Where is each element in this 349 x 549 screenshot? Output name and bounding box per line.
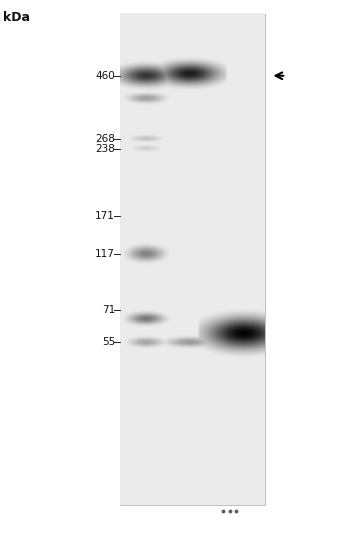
Text: kDa: kDa xyxy=(3,11,30,24)
Text: 268: 268 xyxy=(95,134,115,144)
Text: 460: 460 xyxy=(95,71,115,81)
Text: 117: 117 xyxy=(95,249,115,259)
Bar xyxy=(120,14,265,505)
Text: 55: 55 xyxy=(102,337,115,347)
Text: 238: 238 xyxy=(95,144,115,154)
Text: 71: 71 xyxy=(102,305,115,315)
Text: 171: 171 xyxy=(95,211,115,221)
